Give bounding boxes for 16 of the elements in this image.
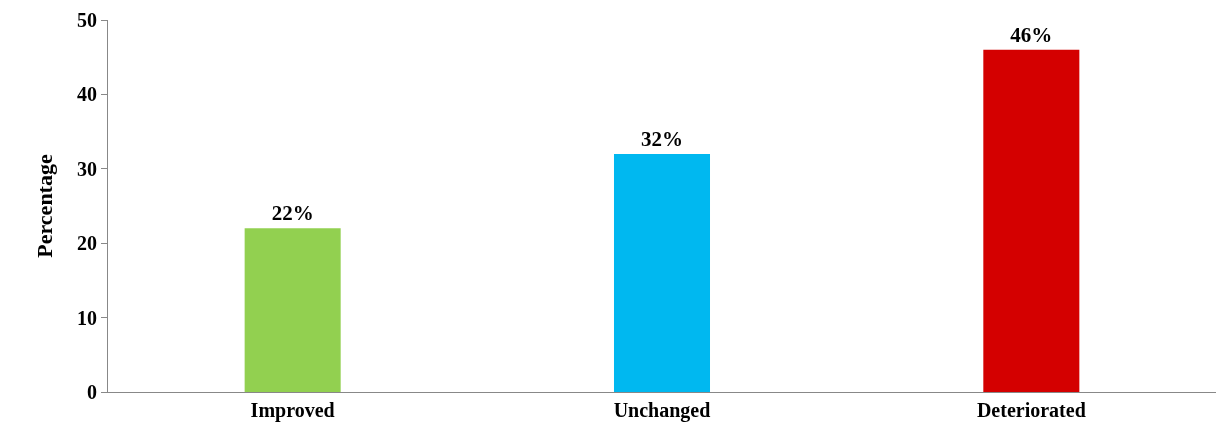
- y-tick-label: 0: [87, 381, 97, 403]
- y-tick-label: 30: [77, 157, 97, 180]
- data-label: 22%: [271, 201, 314, 226]
- x-tick-label: Deteriorated: [976, 399, 1086, 421]
- bar: [613, 153, 711, 392]
- data-label: 46%: [1010, 22, 1053, 47]
- x-tick-label: Improved: [250, 399, 335, 422]
- y-tick-label: 50: [77, 9, 97, 31]
- data-label: 32%: [641, 126, 683, 151]
- bar: [244, 228, 341, 392]
- y-axis-title: Percentage: [31, 154, 57, 258]
- x-tick-label: Unchanged: [613, 399, 711, 422]
- y-tick-label: 10: [77, 306, 97, 329]
- y-tick-label: 20: [77, 232, 97, 255]
- bar: [983, 49, 1080, 392]
- y-tick-label: 40: [77, 83, 97, 106]
